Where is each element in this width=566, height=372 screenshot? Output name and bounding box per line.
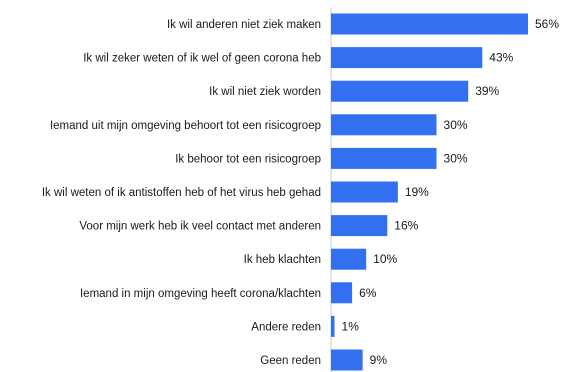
bar xyxy=(331,47,483,69)
value-label: 1% xyxy=(342,319,360,333)
bar xyxy=(331,215,388,237)
category-label: Iemand in mijn omgeving heeft corona/kla… xyxy=(80,288,321,300)
category-label: Ik heb klachten xyxy=(244,254,321,266)
bar xyxy=(331,181,398,203)
category-label: Ik wil weten of ik antistoffen heb of he… xyxy=(42,187,321,199)
value-label: 19% xyxy=(405,185,429,199)
category-label: Voor mijn werk heb ik veel contact met a… xyxy=(79,221,321,233)
bar xyxy=(331,282,353,304)
bar xyxy=(331,248,367,270)
category-label: Ik wil niet ziek worden xyxy=(209,86,321,98)
category-label: Andere reden xyxy=(251,321,321,333)
value-label: 6% xyxy=(359,286,377,300)
bar xyxy=(331,147,437,169)
value-label: 16% xyxy=(394,219,418,233)
bar xyxy=(331,13,528,35)
category-label: Iemand uit mijn omgeving behoort tot een… xyxy=(50,120,321,132)
category-labels: Ik wil anderen niet ziek maken Ik wil zek… xyxy=(42,19,321,367)
bar xyxy=(331,114,437,136)
bar xyxy=(331,315,335,337)
bars xyxy=(331,13,528,371)
value-label: 30% xyxy=(444,118,468,132)
category-label: Ik wil anderen niet ziek maken xyxy=(167,19,321,31)
value-labels: 56% 43% 39% 30% 30% 19% 16% 10% 6% 1% 9% xyxy=(342,17,560,367)
bar xyxy=(331,349,363,371)
value-label: 10% xyxy=(373,252,397,266)
value-label: 30% xyxy=(444,151,468,165)
bar xyxy=(331,80,469,102)
value-label: 43% xyxy=(489,51,513,65)
value-label: 39% xyxy=(475,84,499,98)
value-label: 56% xyxy=(535,17,559,31)
category-label: Geen reden xyxy=(260,355,321,367)
value-label: 9% xyxy=(370,353,388,367)
category-label: Ik behoor tot een risicogroep xyxy=(175,153,321,165)
category-label: Ik wil zeker weten of ik wel of geen cor… xyxy=(83,53,321,65)
